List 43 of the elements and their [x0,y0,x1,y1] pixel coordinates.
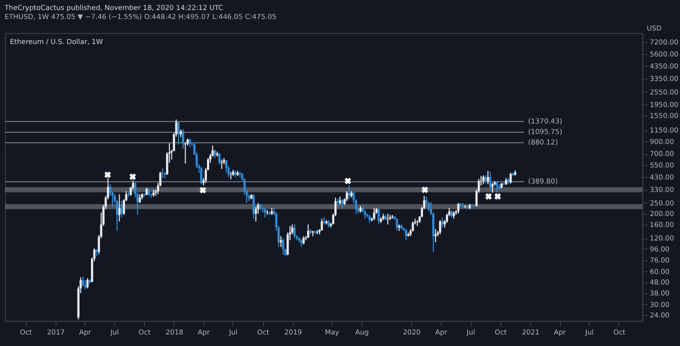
candlestick [118,194,120,222]
candlestick [266,210,268,216]
point [104,171,111,178]
candlestick [282,238,284,256]
candlestick [439,220,442,235]
candlestick [184,142,186,164]
candlestick [264,208,266,218]
candlestick [200,166,202,185]
candlestick [230,171,232,180]
candlestick [182,128,184,150]
point [422,186,428,194]
candlestick [489,171,492,192]
candlestick [346,190,348,202]
candlestick [396,218,398,232]
candlestick [510,172,512,184]
point [200,186,206,194]
candlestick [378,208,380,225]
candlestick [254,206,257,222]
candlestick [120,200,123,218]
candlestick [161,168,164,179]
candlestick [218,152,221,165]
candlestick [82,276,84,287]
point [485,193,492,200]
point [129,173,136,180]
candlestick [280,236,282,248]
candlestick [225,160,228,174]
candlestick [386,213,389,225]
candlestick [404,228,408,241]
candlestick [84,280,86,290]
candlestick [188,138,191,148]
candlestick [441,216,444,228]
point [344,178,352,184]
candlestick [307,224,310,239]
candlestick [177,121,180,145]
point [494,193,501,200]
candlestick [252,194,255,220]
candlestick [457,202,460,214]
candlestick [348,185,350,200]
candlestick [491,182,494,194]
candlestick [412,220,414,232]
candlestick [86,278,89,289]
candlestick [320,218,323,232]
candlestick [127,190,130,198]
